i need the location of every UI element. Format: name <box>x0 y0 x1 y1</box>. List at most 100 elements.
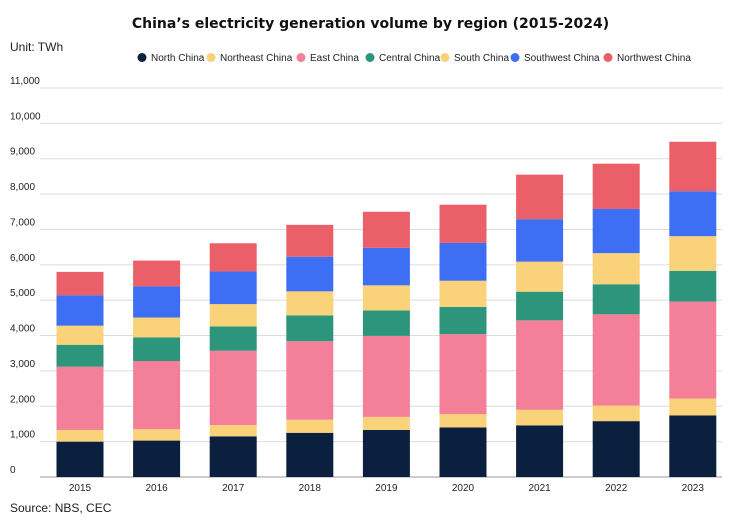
bar-segment-northeast-china <box>133 429 181 441</box>
bar-segment-southwest-china <box>362 247 410 286</box>
bar-segment-northeast-china <box>439 414 487 428</box>
legend-label: East China <box>310 53 359 64</box>
bar-segment-south-china <box>56 325 104 345</box>
bar-segment-south-china <box>286 291 334 316</box>
x-tick-label: 2021 <box>528 483 551 494</box>
bar-segment-northwest-china <box>439 204 487 243</box>
bar-segment-central-china <box>669 270 717 302</box>
legend-swatch <box>603 53 613 62</box>
bar-segment-central-china <box>439 306 487 335</box>
bar-segment-east-china <box>56 366 104 430</box>
bar-segment-south-china <box>592 253 640 285</box>
bar-segment-east-china <box>286 341 334 420</box>
bar-segment-northwest-china <box>133 260 181 287</box>
bar-segment-northwest-china <box>516 174 564 220</box>
y-tick-label: 1,000 <box>10 430 35 441</box>
bar-segment-south-china <box>439 280 487 307</box>
bar-segment-southwest-china <box>439 242 487 281</box>
bar-segment-north-china <box>133 440 181 477</box>
legend-swatch <box>510 53 520 62</box>
unit-label: Unit: TWh <box>10 40 64 54</box>
bar-segment-central-china <box>516 291 564 321</box>
bar-segment-east-china <box>209 350 257 426</box>
bar-segment-northeast-china <box>516 409 564 426</box>
bar-segment-south-china <box>209 304 257 327</box>
bar-segment-east-china <box>362 335 410 417</box>
bar-segment-east-china <box>516 320 564 410</box>
bar-segment-south-china <box>133 317 181 338</box>
legend-label: South China <box>454 53 509 64</box>
bar-segment-east-china <box>592 314 640 406</box>
bar-segment-central-china <box>56 344 104 367</box>
bar-segment-northeast-china <box>56 429 104 442</box>
bar-segment-southwest-china <box>592 208 640 254</box>
chart-title: China’s electricity generation volume by… <box>131 16 610 32</box>
bar-segment-southwest-china <box>286 256 334 292</box>
bar-segment-north-china <box>362 429 410 477</box>
bar-segment-central-china <box>592 284 640 315</box>
bar-segment-southwest-china <box>516 219 564 262</box>
x-tick-label: 2023 <box>682 483 705 494</box>
legend-label: Southwest China <box>524 53 600 64</box>
bar-segment-northwest-china <box>362 211 410 248</box>
y-tick-label: 10,000 <box>10 111 41 122</box>
bar-segment-north-china <box>286 432 334 477</box>
bar-segment-northeast-china <box>362 416 410 430</box>
bar-segment-south-china <box>362 285 410 311</box>
bar-segment-south-china <box>669 236 717 271</box>
source-note: Source: NBS, CEC <box>10 501 112 515</box>
y-tick-label: 7,000 <box>10 217 35 228</box>
bar-segment-southwest-china <box>56 295 104 326</box>
bar-segment-northeast-china <box>669 398 717 416</box>
y-tick-label: 11,000 <box>10 76 40 87</box>
bar-segment-northeast-china <box>592 405 640 422</box>
bar-segment-northwest-china <box>209 243 257 272</box>
bar-segment-southwest-china <box>133 286 181 318</box>
bar-segment-northwest-china <box>592 163 640 209</box>
bar-segment-northwest-china <box>56 271 104 296</box>
bar-segment-southwest-china <box>209 271 257 305</box>
x-tick-label: 2018 <box>299 483 322 494</box>
y-tick-label: 0 <box>10 465 16 476</box>
bar-segment-southwest-china <box>669 191 717 237</box>
y-tick-label: 8,000 <box>10 182 35 193</box>
y-tick-label: 4,000 <box>10 324 35 335</box>
y-tick-label: 2,000 <box>10 394 35 405</box>
legend-swatch <box>296 53 306 62</box>
legend-label: North China <box>151 53 205 64</box>
x-tick-label: 2020 <box>452 483 475 494</box>
bar-segment-northwest-china <box>669 141 717 192</box>
bar-segment-northeast-china <box>286 419 334 433</box>
bar-segment-northwest-china <box>286 224 334 257</box>
bar-segment-central-china <box>133 337 181 362</box>
y-tick-label: 9,000 <box>10 147 35 158</box>
bar-segment-central-china <box>286 315 334 342</box>
x-tick-label: 2017 <box>222 483 245 494</box>
bar-segment-north-china <box>439 427 487 477</box>
legend-label: Northeast China <box>220 53 293 64</box>
y-tick-label: 6,000 <box>10 253 35 264</box>
x-axis: 2015 2016 2017 2018 2019 2020 2021 2022 2023 <box>69 483 704 494</box>
x-tick-label: 2015 <box>69 483 92 494</box>
x-tick-label: 2016 <box>145 483 168 494</box>
bar-segment-north-china <box>56 441 104 477</box>
bar-segment-east-china <box>133 361 181 430</box>
bar-segment-central-china <box>362 310 410 336</box>
bar-segment-north-china <box>516 425 564 477</box>
x-tick-label: 2022 <box>605 483 628 494</box>
y-tick-label: 5,000 <box>10 288 35 299</box>
bar-segment-south-china <box>516 261 564 292</box>
legend-swatch <box>206 53 216 62</box>
legend-label: Central China <box>379 53 441 64</box>
x-tick-label: 2019 <box>375 483 398 494</box>
legend-label: Northwest China <box>617 53 691 64</box>
bar-segment-east-china <box>439 334 487 415</box>
bar-segment-east-china <box>669 301 717 399</box>
bar-segment-north-china <box>209 436 257 477</box>
legend-swatch <box>137 53 147 62</box>
legend-swatch <box>440 53 450 62</box>
bar-segment-north-china <box>592 421 640 477</box>
y-axis: 0 1,000 2,000 3,000 4,000 5,000 6,000 7,000 8,00… <box>10 76 41 476</box>
